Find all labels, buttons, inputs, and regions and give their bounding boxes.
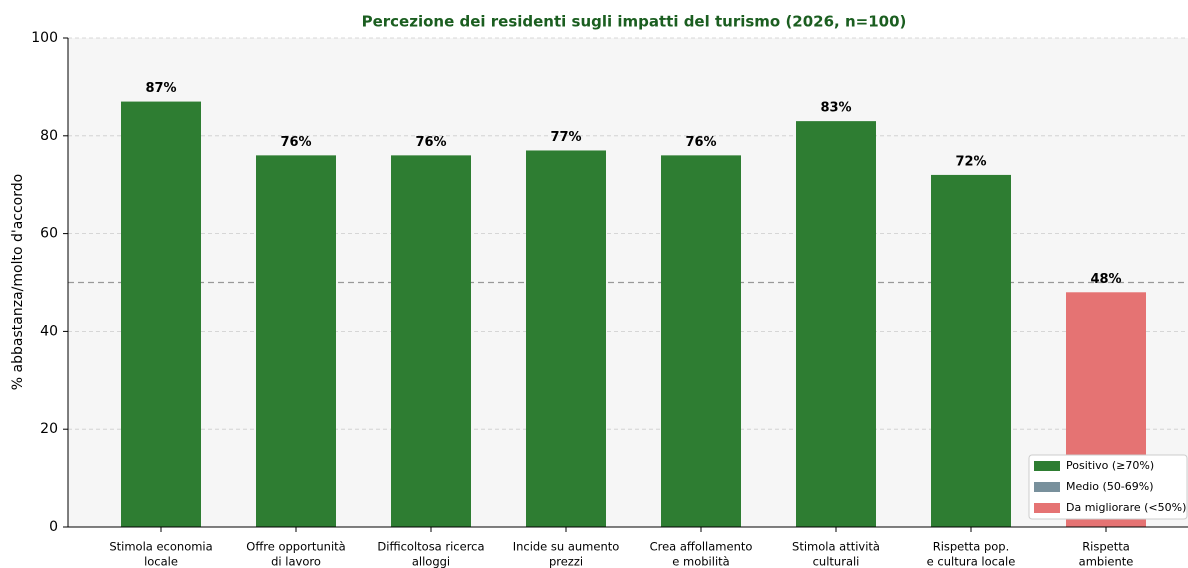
y-tick-label: 0 xyxy=(49,519,58,535)
x-tick-label: di lavoro xyxy=(271,555,321,568)
chart-title: Percezione dei residenti sugli impatti d… xyxy=(362,13,907,31)
x-tick-label: Difficoltosa ricerca xyxy=(377,540,484,554)
y-tick-label: 100 xyxy=(31,30,58,46)
legend-swatch xyxy=(1034,461,1060,471)
x-tick-label: alloggi xyxy=(412,555,450,568)
value-label: 48% xyxy=(1090,272,1121,287)
y-tick-label: 80 xyxy=(40,128,58,144)
bar xyxy=(526,150,606,527)
value-label: 72% xyxy=(955,154,986,169)
y-tick-label: 40 xyxy=(40,323,58,339)
value-label: 83% xyxy=(820,101,851,116)
y-tick-label: 60 xyxy=(40,226,58,242)
legend-swatch xyxy=(1034,482,1060,492)
x-tick-label: Incide su aumento xyxy=(513,540,620,554)
legend-label: Da migliorare (<50%) xyxy=(1066,501,1186,514)
y-axis-label: % abbastanza/molto d'accordo xyxy=(10,174,26,390)
bar xyxy=(931,174,1011,528)
x-tick-label: ambiente xyxy=(1079,555,1134,568)
x-tick-label: Stimola attività xyxy=(792,540,880,554)
x-tick-label: Stimola economia xyxy=(109,540,212,554)
value-label: 76% xyxy=(280,135,311,150)
bar xyxy=(121,101,201,527)
x-tick-label: Rispetta xyxy=(1082,540,1130,554)
bar xyxy=(661,155,741,528)
x-tick-label: locale xyxy=(144,555,178,568)
legend-swatch xyxy=(1034,503,1060,513)
value-label: 76% xyxy=(685,135,716,150)
x-tick-label: e mobilità xyxy=(672,555,729,568)
x-tick-label: prezzi xyxy=(549,555,583,568)
x-tick-label: Offre opportunità xyxy=(246,540,345,554)
bar xyxy=(256,155,336,528)
value-label: 76% xyxy=(415,135,446,150)
x-tick-label: e cultura locale xyxy=(927,555,1016,568)
value-label: 77% xyxy=(550,130,581,145)
legend-label: Medio (50-69%) xyxy=(1066,480,1154,493)
x-tick-label: culturali xyxy=(813,555,860,568)
x-tick-label: Crea affollamento xyxy=(650,540,753,554)
y-tick-label: 20 xyxy=(40,421,58,437)
bar xyxy=(796,121,876,527)
legend-box xyxy=(1028,454,1188,520)
legend-label: Positivo (≥70%) xyxy=(1066,459,1154,472)
x-tick-label: Rispetta pop. xyxy=(933,540,1010,554)
value-label: 87% xyxy=(145,81,176,96)
bar xyxy=(391,155,471,528)
